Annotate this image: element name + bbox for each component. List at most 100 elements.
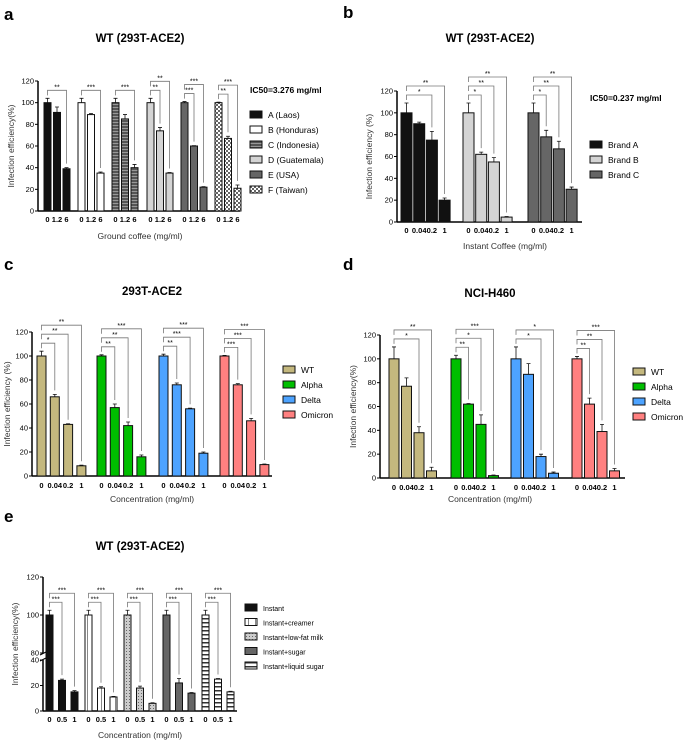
error-bar	[112, 403, 117, 408]
significance-label: ***	[121, 84, 129, 91]
error-bar	[228, 690, 233, 692]
error-bar	[64, 167, 69, 169]
error-bar	[72, 690, 77, 692]
significance-bracket	[533, 76, 572, 184]
x-tick-label: 1	[72, 715, 76, 724]
x-tick-label: 1.2	[223, 215, 233, 224]
x-tick-label: 0.5	[96, 715, 106, 724]
significance-bracket	[101, 328, 142, 451]
bar	[552, 148, 565, 223]
error-bar	[188, 407, 193, 409]
error-bar	[79, 97, 84, 103]
legend-label: C (Indonesia)	[268, 140, 319, 150]
significance-label: ***	[240, 323, 248, 330]
x-tick-label: 1	[491, 483, 495, 492]
error-bar	[531, 102, 536, 113]
y-tick-label: 80	[31, 649, 39, 658]
significance-label: *	[47, 337, 50, 344]
x-tick-label: 6	[167, 215, 171, 224]
error-bar	[60, 678, 64, 681]
significance-label: **	[423, 80, 429, 87]
bar	[462, 112, 475, 223]
x-tick-label: 0.04	[461, 483, 476, 492]
error-bar	[201, 186, 206, 188]
significance-bracket	[166, 592, 192, 689]
error-bar	[123, 114, 127, 119]
bar	[87, 114, 95, 212]
legend-swatch	[249, 110, 263, 119]
bar	[214, 678, 222, 712]
x-tick-label: 6	[235, 215, 239, 224]
significance-bracket	[101, 337, 129, 418]
bar	[96, 355, 107, 477]
error-bar	[404, 102, 409, 113]
x-tick-label: 0.5	[213, 715, 223, 724]
x-tick-label: 0.2	[427, 226, 437, 235]
error-bar	[404, 377, 409, 387]
legend-swatch	[249, 155, 263, 164]
error-bar	[86, 609, 91, 615]
bar	[111, 102, 120, 212]
significance-bracket	[163, 327, 204, 448]
error-bar	[174, 382, 179, 385]
significance-label: **	[460, 341, 466, 348]
panel-d: d NCI-H460 Concentration (mg/ml) Infection …	[343, 255, 683, 504]
legend-swatch	[244, 632, 258, 641]
significance-label: *	[533, 324, 536, 331]
bar	[190, 145, 198, 212]
error-bar	[612, 468, 617, 471]
bar	[226, 691, 235, 712]
x-tick-label: 1	[139, 481, 143, 490]
significance-bracket	[393, 329, 432, 464]
y-axis-label: Infection efficiency (%)	[2, 361, 12, 447]
significance-bracket	[166, 601, 180, 675]
significance-bracket	[150, 89, 161, 124]
panel-label: d	[343, 255, 353, 274]
x-tick-label: 0	[45, 215, 49, 224]
error-bar	[262, 463, 267, 465]
significance-bracket	[576, 348, 590, 395]
x-tick-label: 1	[612, 483, 616, 492]
bar	[148, 702, 157, 712]
bar	[510, 358, 522, 479]
significance-bracket	[533, 85, 560, 138]
y-tick-label: 0	[389, 218, 393, 227]
significance-label: ***	[185, 88, 193, 95]
error-bar	[556, 140, 561, 149]
x-tick-label: 0.5	[174, 715, 184, 724]
bar	[201, 614, 210, 712]
error-bar	[139, 454, 144, 457]
x-tick-label: 0.04	[230, 481, 245, 490]
panel-label: b	[343, 3, 353, 22]
legend-label: Omicron	[301, 410, 333, 420]
significance-label: **	[587, 333, 593, 340]
legend-swatch	[244, 647, 258, 655]
bar	[463, 403, 474, 479]
significance-bracket	[41, 333, 69, 420]
error-bar	[66, 423, 71, 425]
significance-label: ***	[130, 596, 138, 603]
y-tick-label: 80	[20, 376, 28, 385]
bar	[450, 358, 462, 479]
significance-bracket	[406, 94, 433, 128]
legend-label: D (Guatemala)	[268, 155, 324, 165]
error-bar	[113, 97, 118, 103]
x-tick-label: 0	[466, 226, 470, 235]
x-tick-label: 0.04	[169, 481, 184, 490]
error-bar	[216, 101, 221, 103]
bar	[146, 102, 155, 212]
significance-label: **	[153, 84, 159, 91]
x-tick-label: 6	[64, 215, 68, 224]
error-bar	[125, 609, 130, 615]
x-tick-label: 0	[531, 226, 535, 235]
significance-label: ***	[173, 331, 181, 338]
x-tick-label: 0	[161, 481, 165, 490]
bar	[130, 167, 139, 212]
significance-bracket	[515, 338, 542, 451]
significance-bracket	[163, 345, 178, 379]
bar	[413, 432, 425, 479]
x-tick-label: 0	[575, 483, 579, 492]
legend-swatch	[282, 395, 296, 404]
panel-c: c 293T-ACE2 Concentration (mg/ml) Infection…	[2, 255, 333, 504]
